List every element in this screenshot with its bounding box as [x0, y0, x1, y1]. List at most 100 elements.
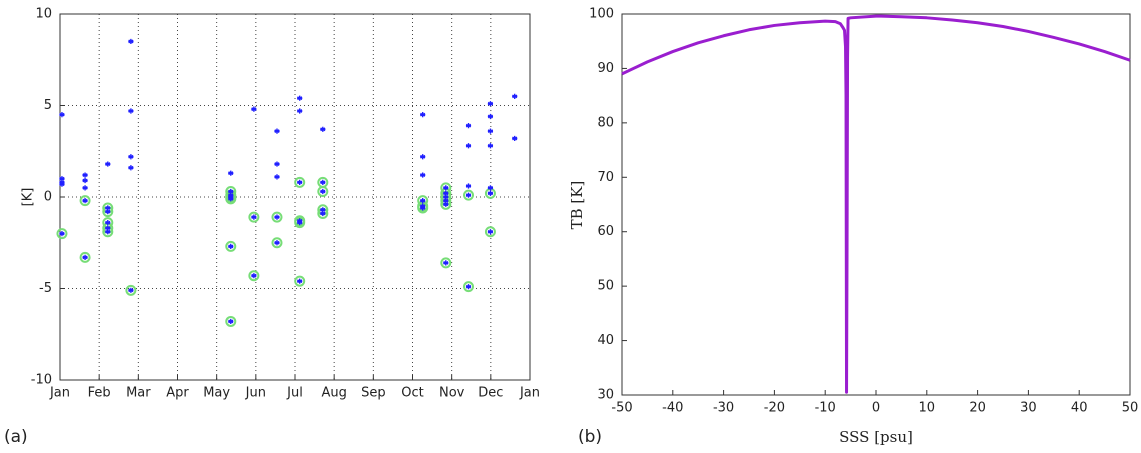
- star-point: [297, 179, 303, 185]
- x-tick-label: 40: [1071, 401, 1088, 416]
- star-point: [228, 196, 234, 202]
- highlight-circle: [225, 315, 237, 327]
- star-point: [82, 198, 88, 204]
- plot-area: [622, 14, 1130, 395]
- star-point: [487, 190, 494, 196]
- star-point: [105, 229, 111, 235]
- star-point: [420, 112, 426, 118]
- highlight-circle: [463, 281, 475, 293]
- star-point: [297, 278, 303, 284]
- star-point: [512, 135, 518, 142]
- star-point: [251, 273, 257, 279]
- star-point: [274, 128, 280, 134]
- x-tick-label: -10: [815, 401, 836, 416]
- x-tick-label: Feb: [88, 386, 111, 401]
- highlight-circle: [271, 237, 283, 249]
- star-point: [59, 112, 65, 118]
- star-point: [228, 170, 234, 176]
- x-tick-label: -40: [662, 401, 683, 416]
- x-tick-label: 50: [1122, 401, 1139, 416]
- y-axis-label: [K]: [21, 188, 36, 207]
- highlight-circle: [317, 186, 329, 198]
- highlight-circle: [271, 211, 283, 223]
- x-tick-label: 10: [919, 401, 936, 416]
- star-point: [320, 210, 326, 217]
- y-tick-label: 0: [44, 190, 52, 205]
- star-point: [59, 181, 65, 187]
- x-tick-label: Oct: [401, 386, 423, 401]
- star-point: [105, 225, 111, 231]
- star-point: [274, 174, 280, 180]
- y-tick-label: 70: [597, 170, 614, 185]
- y-tick-label: 80: [597, 115, 614, 130]
- axes-frame: [621, 13, 1131, 396]
- star-point: [320, 179, 326, 185]
- highlight-circle: [417, 202, 429, 214]
- y-tick-label: 50: [597, 279, 614, 294]
- x-tick-label: 20: [969, 401, 986, 416]
- star-point: [420, 154, 426, 160]
- star-point: [487, 143, 494, 149]
- star-point: [420, 172, 426, 178]
- highlight-circle: [484, 226, 496, 238]
- star-point: [105, 209, 111, 215]
- y-tick-label: 100: [589, 7, 614, 22]
- x-tick-label: Mar: [126, 386, 151, 401]
- highlight-circle: [248, 211, 260, 223]
- star-point: [82, 185, 88, 191]
- star-point: [59, 231, 65, 237]
- y-tick-label: 30: [597, 388, 614, 403]
- star-point: [297, 108, 303, 114]
- x-tick-label: 30: [1020, 401, 1037, 416]
- star-point: [105, 220, 111, 226]
- star-point: [251, 106, 257, 112]
- y-tick-label: -5: [39, 281, 52, 296]
- x-tick-label: -20: [764, 401, 785, 416]
- star-point: [297, 220, 303, 226]
- star-point: [274, 240, 280, 246]
- star-point: [251, 214, 257, 220]
- y-tick-label: 40: [597, 333, 614, 348]
- star-point: [128, 108, 134, 114]
- star-point: [82, 172, 88, 178]
- star-point: [320, 188, 326, 195]
- star-point: [320, 126, 326, 132]
- x-tick-label: Nov: [439, 386, 465, 401]
- highlight-circle: [125, 284, 137, 296]
- star-point: [228, 188, 234, 195]
- x-tick-label: Jan: [519, 386, 540, 401]
- highlight-circle: [463, 189, 475, 201]
- x-tick-label: Apr: [166, 386, 189, 401]
- star-point: [487, 128, 494, 134]
- x-tick-label: Jul: [286, 386, 303, 401]
- highlight-circle: [294, 275, 306, 287]
- star-point: [297, 95, 303, 101]
- star-point: [228, 318, 234, 325]
- star-point: [420, 205, 426, 211]
- star-point: [82, 254, 88, 260]
- star-point: [465, 192, 472, 198]
- star-point: [487, 113, 494, 120]
- y-tick-label: -10: [31, 373, 52, 388]
- star-point: [487, 101, 494, 107]
- x-tick-label: Dec: [478, 386, 503, 401]
- star-point: [320, 207, 326, 213]
- star-point: [443, 198, 449, 204]
- x-tick-label: May: [203, 386, 230, 401]
- star-point: [443, 201, 449, 207]
- plot-area: [60, 14, 530, 380]
- star-point: [420, 198, 426, 204]
- x-tick-label: Sep: [361, 386, 386, 401]
- star-point: [443, 194, 449, 200]
- star-point: [128, 287, 134, 293]
- star-point: [512, 93, 518, 99]
- star-point: [274, 214, 280, 220]
- axes-frame: [59, 13, 531, 381]
- y-axis-label: TB [K]: [568, 181, 586, 230]
- y-tick-label: 60: [597, 224, 614, 239]
- star-point: [128, 165, 134, 171]
- highlight-circle: [248, 270, 260, 282]
- highlight-circle: [440, 257, 452, 269]
- highlight-circle: [294, 217, 306, 229]
